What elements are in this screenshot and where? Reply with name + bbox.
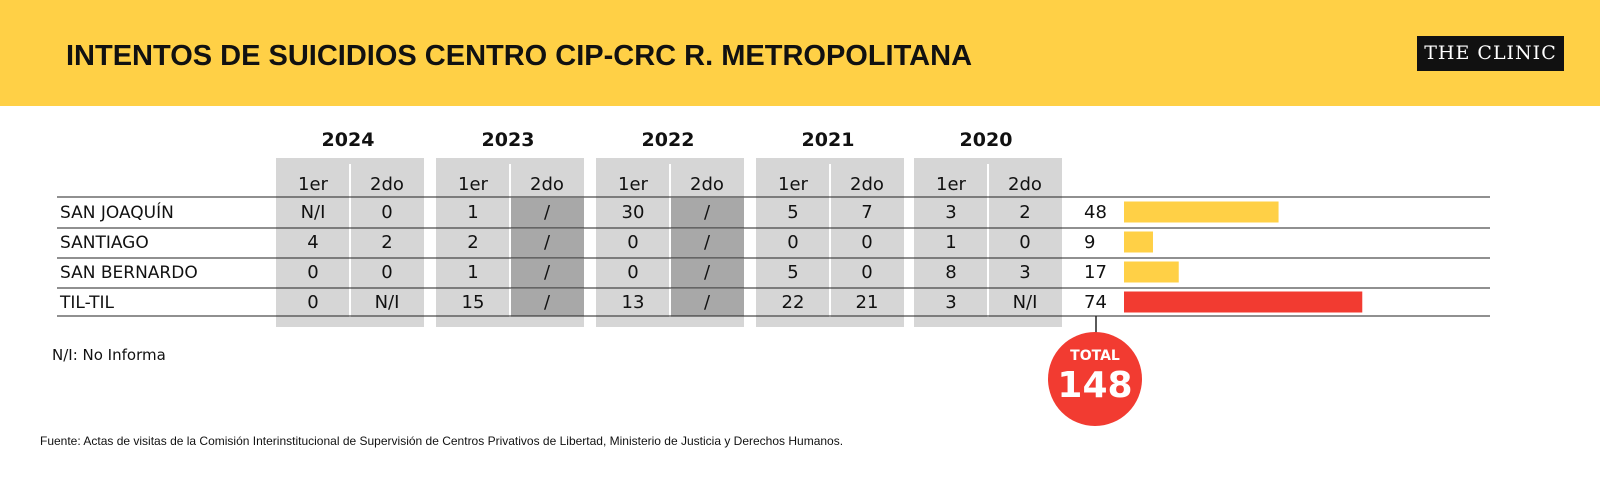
- table-cell-value: 8: [945, 262, 956, 283]
- table-cell-value: 2: [381, 232, 392, 253]
- table-cell-value: 5: [787, 262, 798, 283]
- table-cell-value: 30: [622, 202, 645, 223]
- not-applicable-cell: [671, 289, 744, 316]
- not-applicable-cell: [671, 229, 744, 258]
- table-cell-value: 21: [856, 292, 879, 313]
- not-applicable-cell: [511, 229, 584, 258]
- row-total-label: 17: [1084, 262, 1107, 283]
- year-header-2020: 2020: [960, 129, 1013, 151]
- table-cell-value: /: [704, 292, 711, 313]
- table-cell-value: /: [544, 262, 551, 283]
- year-header-2021: 2021: [802, 129, 855, 151]
- table-cell-value: 1: [467, 202, 478, 223]
- table-cell-value: /: [704, 232, 711, 253]
- semester-header: 1er: [936, 174, 967, 195]
- row-total-label: 48: [1084, 202, 1107, 223]
- semester-divider: [509, 164, 511, 317]
- row-label: SANTIAGO: [60, 233, 149, 253]
- table-cell-value: N/I: [375, 292, 400, 313]
- table-cell-value: 5: [787, 202, 798, 223]
- year-header-2024: 2024: [322, 129, 375, 151]
- row-total-label: 9: [1084, 232, 1095, 253]
- semester-header: 1er: [618, 174, 649, 195]
- table-cell-value: /: [704, 262, 711, 283]
- semester-divider: [987, 164, 989, 317]
- semester-header: 2do: [850, 174, 884, 195]
- total-label: TOTAL: [1070, 348, 1120, 364]
- table-cell-value: /: [704, 202, 711, 223]
- table-cell-value: /: [544, 292, 551, 313]
- table-cell-value: /: [544, 232, 551, 253]
- row-label: SAN JOAQUÍN: [60, 201, 174, 223]
- table-cell-value: 2: [467, 232, 478, 253]
- year-header-2022: 2022: [642, 129, 695, 151]
- ni-footnote: N/I: No Informa: [52, 346, 166, 364]
- table-cell-value: 0: [381, 202, 392, 223]
- table-cell-value: 0: [861, 262, 872, 283]
- semester-divider: [829, 164, 831, 317]
- row-total-bar: [1124, 231, 1153, 253]
- table-cell-value: 0: [381, 262, 392, 283]
- header-band: INTENTOS DE SUICIDIOS CENTRO CIP-CRC R. …: [0, 0, 1600, 106]
- table-cell-value: 1: [467, 262, 478, 283]
- not-applicable-cell: [511, 259, 584, 288]
- table-cell-value: 0: [627, 232, 638, 253]
- table-cell-value: N/I: [301, 202, 326, 223]
- not-applicable-cell: [511, 198, 584, 228]
- chart-title: INTENTOS DE SUICIDIOS CENTRO CIP-CRC R. …: [66, 40, 973, 72]
- not-applicable-cell: [671, 259, 744, 288]
- table-cell-value: 13: [622, 292, 645, 313]
- table-cell-value: 22: [782, 292, 805, 313]
- semester-header: 1er: [458, 174, 489, 195]
- table-cell-value: 0: [1019, 232, 1030, 253]
- table-cell-value: 0: [627, 262, 638, 283]
- table-cell-value: 4: [307, 232, 318, 253]
- table-cell-value: 0: [787, 232, 798, 253]
- table-cell-value: 2: [1019, 202, 1030, 223]
- row-total-label: 74: [1084, 292, 1107, 313]
- table-cell-value: 3: [945, 292, 956, 313]
- total-value: 148: [1057, 365, 1132, 406]
- semester-header: 2do: [370, 174, 404, 195]
- semester-divider: [349, 164, 351, 317]
- semester-header: 2do: [530, 174, 564, 195]
- row-total-bar: [1124, 291, 1363, 313]
- table-cell-value: 15: [462, 292, 485, 313]
- row-label: TIL-TIL: [59, 293, 115, 313]
- table-cell-value: 0: [861, 232, 872, 253]
- semester-header: 2do: [690, 174, 724, 195]
- year-header-2023: 2023: [482, 129, 535, 151]
- table-cell-value: N/I: [1013, 292, 1038, 313]
- the-clinic-logo: THE CLINIC: [1417, 36, 1564, 71]
- row-total-bar: [1124, 201, 1279, 223]
- table-cell-value: 1: [945, 232, 956, 253]
- table-cell-value: 7: [861, 202, 872, 223]
- table-cell-value: /: [544, 202, 551, 223]
- semester-header: 2do: [1008, 174, 1042, 195]
- table-cell-value: 0: [307, 262, 318, 283]
- row-label: SAN BERNARDO: [60, 263, 198, 283]
- total-circle: [1048, 332, 1142, 426]
- semester-header: 1er: [778, 174, 809, 195]
- not-applicable-cell: [511, 289, 584, 316]
- semester-divider: [669, 164, 671, 317]
- table-cell-value: 3: [945, 202, 956, 223]
- semester-header: 1er: [298, 174, 329, 195]
- table-cell-value: 3: [1019, 262, 1030, 283]
- row-total-bar: [1124, 261, 1179, 283]
- source-note: Fuente: Actas de visitas de la Comisión …: [40, 434, 844, 448]
- table-cell-value: 0: [307, 292, 318, 313]
- not-applicable-cell: [671, 198, 744, 228]
